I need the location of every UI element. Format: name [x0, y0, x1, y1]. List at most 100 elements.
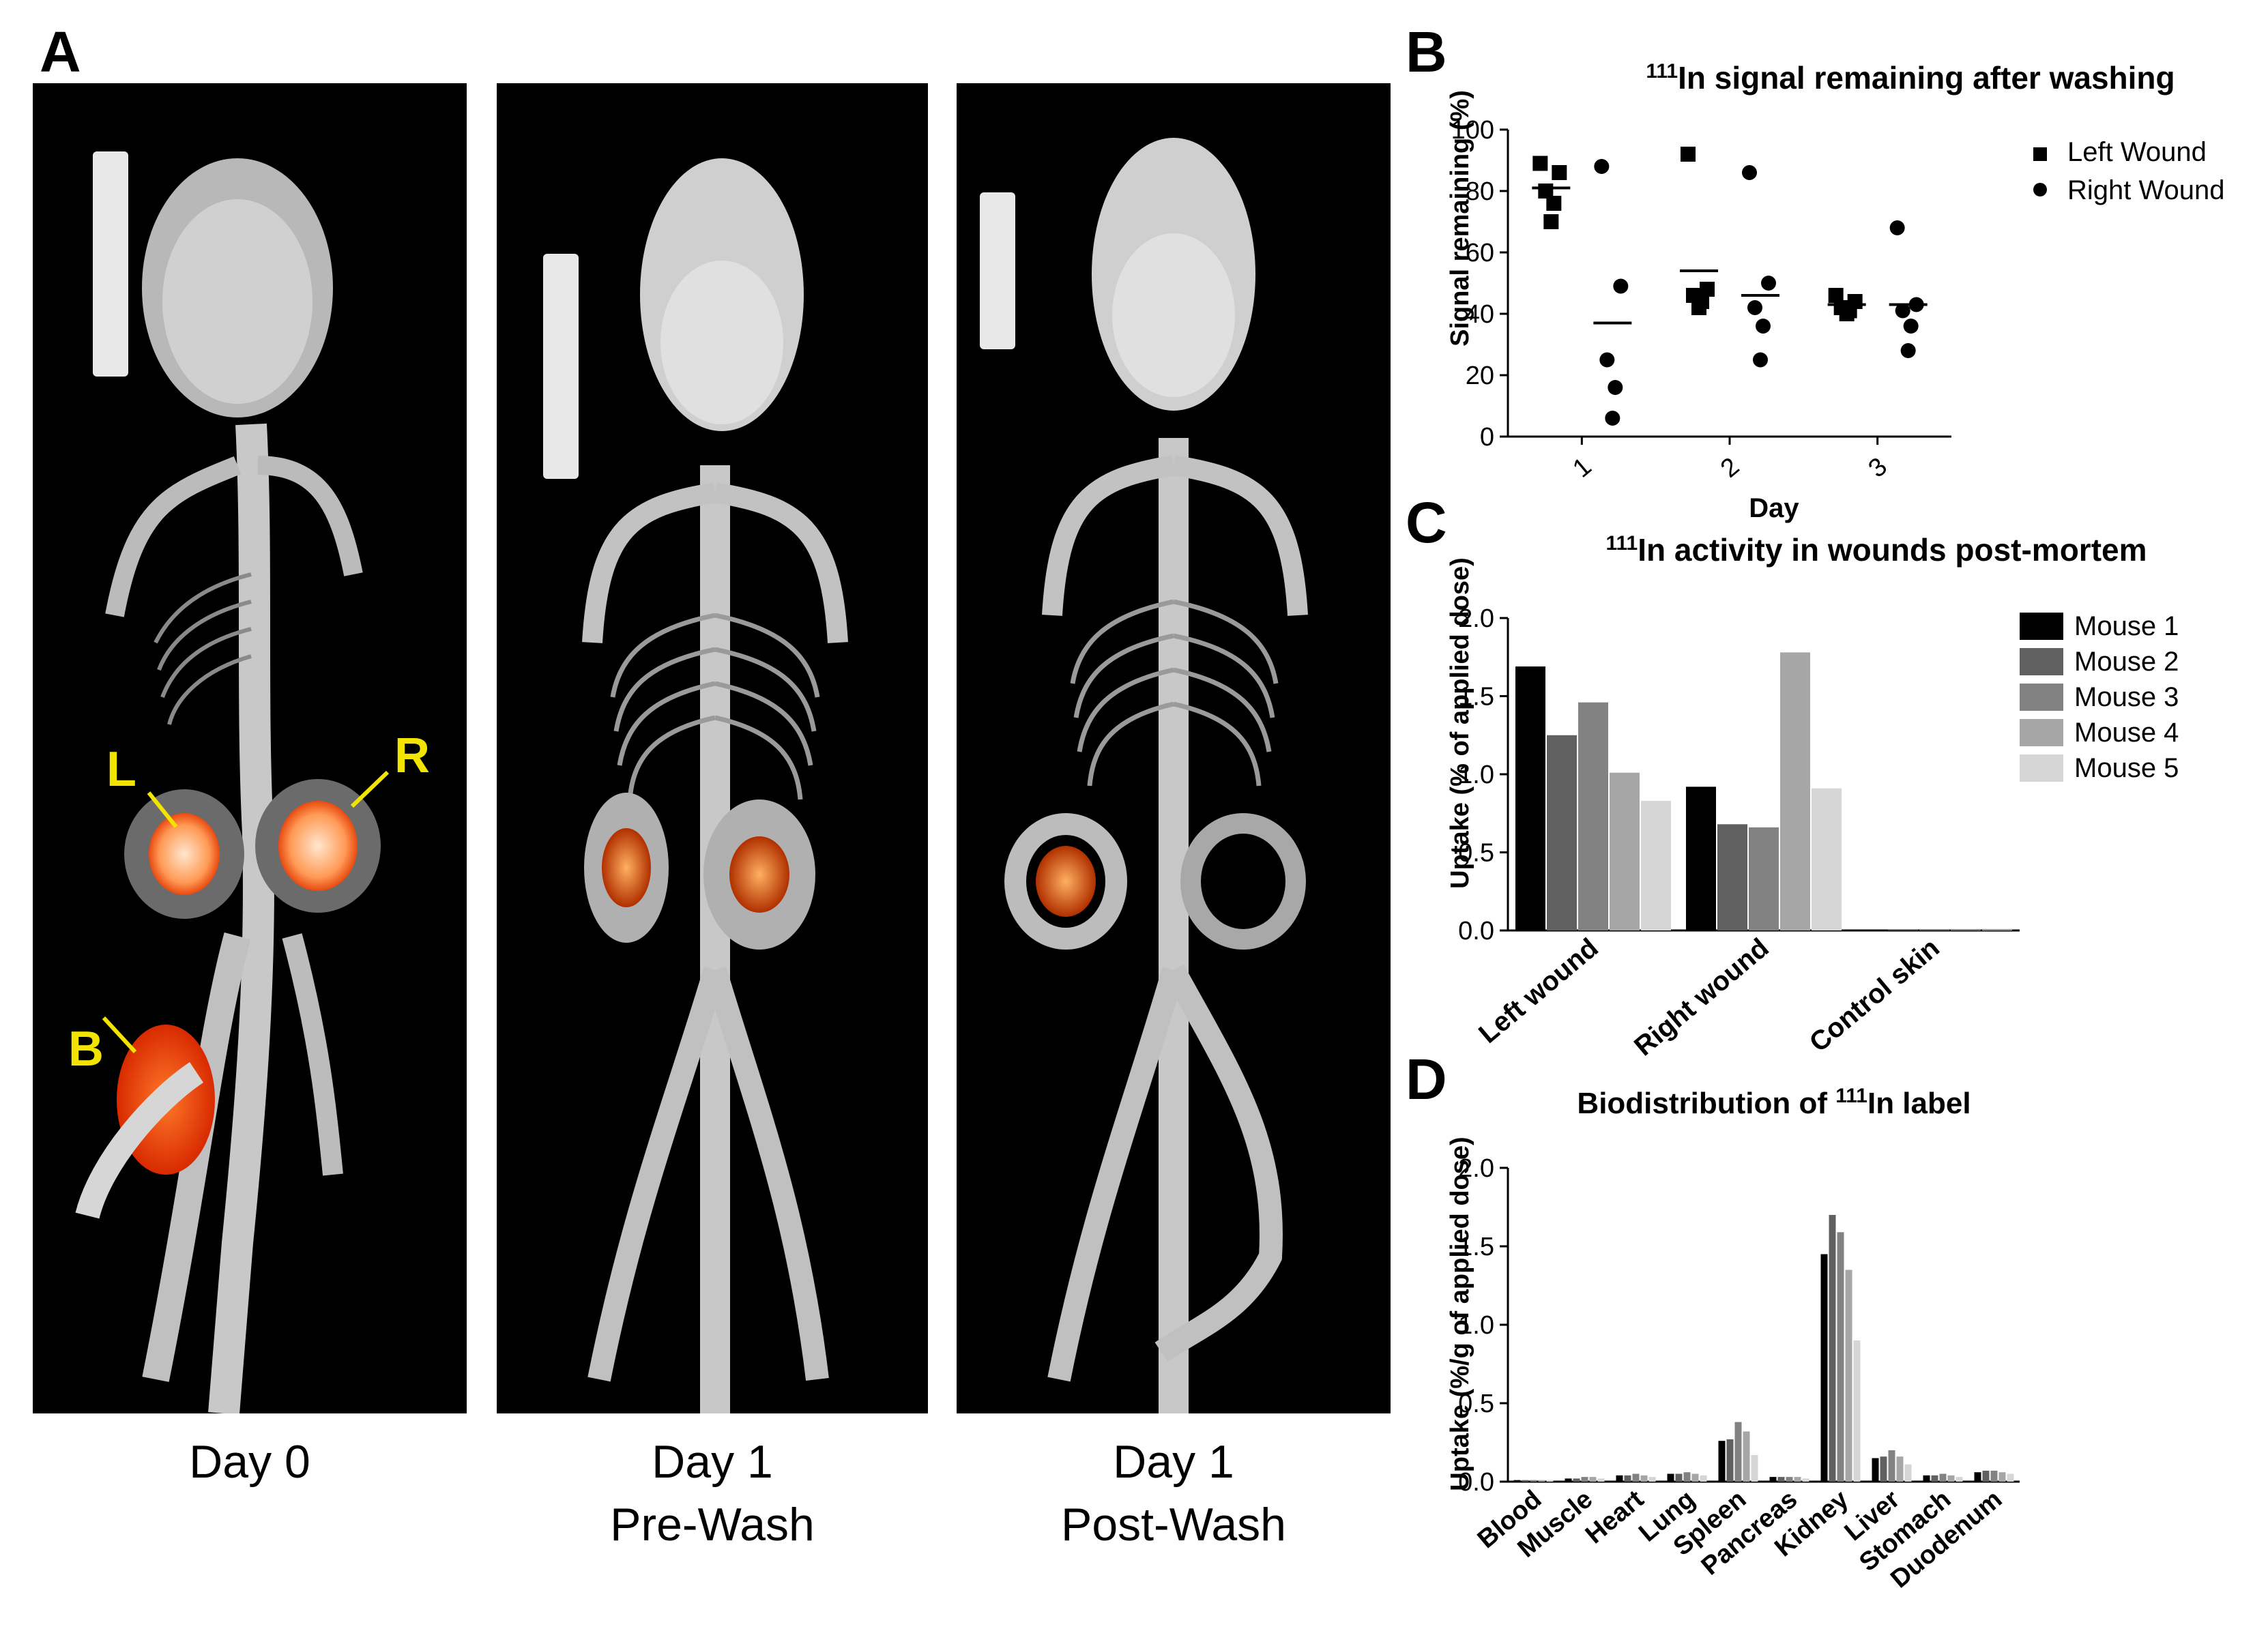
y-tick-label: 60: [1466, 239, 1494, 267]
scan-day0-caption: Day 0: [33, 1431, 467, 1494]
bar: [1812, 788, 1842, 930]
title-prefix: Biodistribution of: [1577, 1087, 1835, 1120]
data-point-right-wound: [1599, 352, 1615, 368]
bar: [1581, 1477, 1588, 1482]
bar: [1853, 1340, 1861, 1482]
bar: [1990, 1470, 1998, 1482]
legend-label: Mouse 1: [2074, 611, 2179, 641]
chart-b-legend: Left Wound Right Wound: [2033, 137, 2225, 205]
bar: [1837, 1232, 1844, 1482]
bar: [1675, 1473, 1683, 1482]
bar: [1751, 1454, 1758, 1482]
bar: [1648, 1477, 1656, 1482]
bar: [1734, 1422, 1742, 1482]
title-text: In signal remaining after washing: [1678, 60, 2175, 96]
y-tick-label: 0.0: [1458, 1468, 1494, 1497]
bar: [1578, 702, 1608, 930]
bar: [1974, 1472, 1981, 1482]
data-point-left-wound: [1543, 214, 1559, 229]
bar: [2007, 1473, 2014, 1482]
data-point-right-wound: [1756, 319, 1771, 334]
bar: [1931, 1475, 1938, 1482]
legend-label: Mouse 2: [2074, 647, 2179, 677]
bar: [1923, 1475, 1930, 1482]
bar: [1565, 1478, 1572, 1482]
label-right-wound: R: [394, 729, 430, 783]
y-tick-label: 1.5: [1458, 1233, 1494, 1261]
panel-a-letter: A: [40, 20, 81, 84]
title-text: In label: [1867, 1087, 1971, 1120]
bar: [1718, 1441, 1726, 1482]
chart-c-legend: Mouse 1 Mouse 2 Mouse 3 Mouse 4 Mouse 5: [2020, 611, 2179, 783]
y-tick-label: 0.0: [1458, 917, 1494, 945]
title-text: In activity in wounds post-mortem: [1638, 532, 2147, 568]
caption-line-1: Day 0: [189, 1436, 310, 1488]
bar: [1794, 1477, 1801, 1482]
bar: [1686, 787, 1716, 930]
chart-b-ylabel: Signal remaining (%): [1446, 90, 1474, 347]
bar: [1547, 735, 1577, 930]
bar: [1845, 1270, 1852, 1482]
bar: [1743, 1431, 1750, 1482]
chart-d-title: Biodistribution of 111In label: [1577, 1085, 1971, 1120]
y-tick-label: 0.5: [1458, 839, 1494, 868]
chart-d-ylabel: Uptake (%/g of applied dose): [1446, 1136, 1474, 1491]
legend-swatch: [2020, 754, 2063, 782]
chart-c: 111In activity in wounds post-mortem Upt…: [1446, 532, 2179, 1062]
y-tick-label: 2.0: [1458, 1154, 1494, 1183]
legend-square-marker: [2033, 147, 2047, 161]
data-point-left-wound: [1681, 147, 1696, 162]
data-point-left-wound: [1532, 156, 1548, 171]
data-point-left-wound: [1700, 282, 1715, 297]
bar: [1749, 827, 1779, 930]
data-point-right-wound: [1761, 276, 1776, 291]
panel-b-letter: B: [1406, 20, 1447, 84]
y-tick-label: 20: [1466, 362, 1494, 390]
caption-line-2: Pre-Wash: [610, 1498, 815, 1551]
bar: [1947, 1475, 1955, 1482]
data-point-left-wound: [1546, 196, 1562, 211]
x-tick-label: Control skin: [1804, 933, 1945, 1058]
chart-b: 111In signal remaining after washing Sig…: [1446, 60, 2225, 523]
y-tick-label: 40: [1466, 300, 1494, 329]
x-tick-label: Left wound: [1473, 933, 1604, 1049]
label-bone: B: [68, 1022, 104, 1076]
legend-swatch: [2020, 719, 2063, 746]
y-tick-label: 80: [1466, 177, 1494, 206]
bar: [1802, 1478, 1809, 1482]
y-tick-label: 1.0: [1458, 761, 1494, 789]
bar: [1530, 1480, 1537, 1482]
x-tick-label: Heart: [1580, 1485, 1650, 1550]
title-superscript: 111: [1605, 532, 1638, 555]
title-superscript: 111: [1646, 60, 1678, 83]
data-point-left-wound: [1686, 288, 1701, 303]
bar: [1641, 800, 1671, 930]
chart-b-title: 111In signal remaining after washing: [1646, 60, 2175, 96]
bar: [1872, 1458, 1879, 1482]
bar: [1640, 1475, 1648, 1482]
data-point-right-wound: [1900, 343, 1916, 358]
bar: [1691, 1473, 1699, 1482]
y-tick-label: 2.0: [1458, 604, 1494, 633]
data-point-right-wound: [1895, 303, 1910, 319]
chart-b-xlabel: Day: [1749, 493, 1799, 523]
bar: [1515, 666, 1545, 930]
title-superscript: 111: [1835, 1085, 1867, 1107]
legend-label-left-wound: Left Wound: [2067, 137, 2207, 167]
y-tick-label: 1.0: [1458, 1311, 1494, 1340]
bar: [1522, 1480, 1529, 1482]
bar: [1573, 1478, 1580, 1482]
bar: [1998, 1472, 2006, 1482]
data-point-right-wound: [1608, 380, 1623, 395]
chart-d: Biodistribution of 111In label Uptake (%…: [1446, 1085, 2020, 1594]
data-point-right-wound: [1903, 319, 1919, 334]
bar: [1896, 1456, 1904, 1482]
bar: [1888, 1450, 1895, 1482]
label-left-wound: L: [106, 742, 136, 797]
legend-label: Mouse 5: [2074, 753, 2179, 783]
legend-label-right-wound: Right Wound: [2067, 175, 2225, 205]
data-point-left-wound: [1552, 165, 1567, 180]
legend-swatch: [2020, 648, 2063, 675]
data-point-left-wound: [1847, 294, 1863, 309]
data-point-left-wound: [1828, 288, 1844, 303]
